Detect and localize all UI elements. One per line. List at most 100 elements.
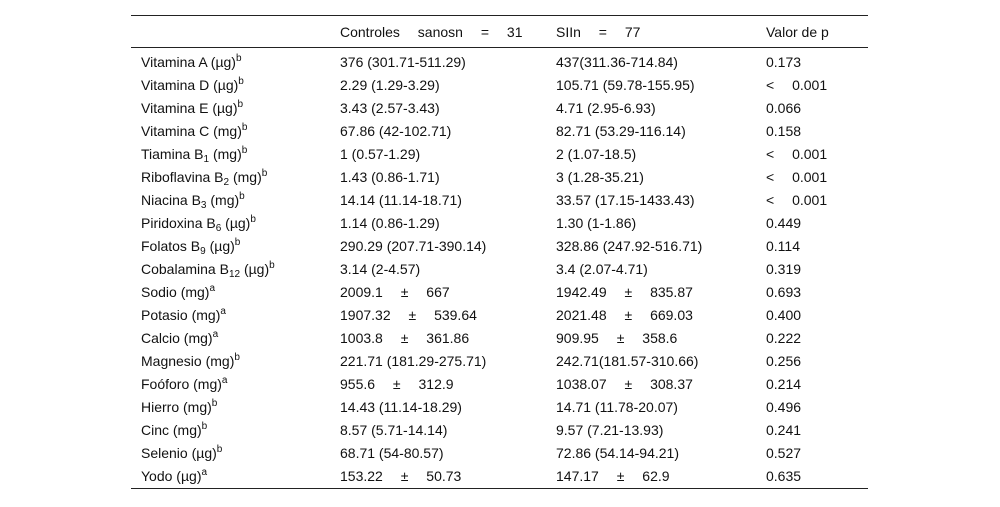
table-cell: 0.496	[766, 399, 802, 415]
table-cell: 0.241	[766, 422, 802, 438]
label-name: Niacina B	[141, 192, 201, 208]
table-row: Folatos B9 (µg)b 290.29 (207.71-390.14) 32…	[131, 235, 868, 258]
table-cell: 1 (0.57-1.29)	[340, 146, 421, 162]
label-name: Calcio (mg)	[141, 330, 213, 346]
table-cell: 2.29 (1.29-3.29)	[340, 77, 440, 93]
table-cell: 147.17 ± 62.9	[556, 468, 670, 484]
label-unit: (µg)	[221, 215, 251, 231]
row-label: Riboflavina B2 (mg)b	[131, 166, 330, 189]
label-unit: (mg)	[229, 169, 262, 185]
table-cell: 909.95 ± 358.6	[556, 330, 678, 346]
label-subscript: 1	[203, 154, 210, 165]
label-name: Vitamina C (mg)	[141, 123, 242, 139]
label-name: Cinc (mg)	[141, 422, 202, 438]
table-cell: 0.693	[766, 284, 802, 300]
table-cell: 1003.8 ± 361.86	[340, 330, 470, 346]
header-cell: Controles sanosn = 31	[340, 23, 523, 40]
table-cell: 0.449	[766, 215, 802, 231]
table-row: Hierro (mg)b 14.43 (11.14-18.29) 14.71 (11…	[131, 396, 868, 419]
table-cell: 8.57 (5.71-14.14)	[340, 422, 448, 438]
label-superscript: b	[241, 122, 248, 133]
label-subscript: 12	[228, 269, 241, 280]
label-name: Vitamina E (µg)	[141, 100, 238, 116]
table-cell: 0.256	[766, 353, 802, 369]
table-cell: 4.71 (2.95-6.93)	[556, 100, 656, 116]
row-label: Cinc (mg)b	[131, 419, 330, 442]
header-row: Controles sanosn = 31 SIIn = 77 Valor de…	[131, 15, 868, 48]
label-name: Vitamina D (µg)	[141, 77, 239, 93]
table-cell: 68.71 (54-80.57)	[340, 445, 444, 461]
label-unit: (mg)	[206, 192, 240, 208]
table-row: Niacina B3 (mg)b 14.14 (11.14-18.71) 33.57…	[131, 189, 868, 212]
label-subscript: 6	[215, 223, 222, 234]
table-cell: 14.14 (11.14-18.71)	[340, 192, 462, 208]
label-name: Hierro (mg)	[141, 399, 212, 415]
table-row: Tiamina B1 (mg)b 1 (0.57-1.29) 2 (1.07-18.…	[131, 143, 868, 166]
table-cell: 153.22 ± 50.73	[340, 468, 462, 484]
table-row: Foóforo (mg)a 955.6 ± 312.9 1038.07 ± 308.…	[131, 373, 868, 396]
table-cell: 0.158	[766, 123, 802, 139]
label-subscript: 3	[200, 200, 207, 211]
label-name: Selenio (µg)	[141, 445, 217, 461]
row-label: Vitamina D (µg)b	[131, 74, 330, 97]
label-name: Potasio (mg)	[141, 307, 221, 323]
label-superscript: b	[211, 398, 218, 409]
label-unit: (µg)	[240, 261, 270, 277]
table-cell: < 0.001	[766, 192, 828, 208]
table-row: Yodo (µg)a 153.22 ± 50.73 147.17 ± 62.9 0.6…	[131, 465, 868, 489]
row-label: Niacina B3 (mg)b	[131, 189, 330, 212]
label-superscript: a	[212, 329, 219, 340]
header-cell: Valor de p	[766, 23, 829, 40]
label-name: Foóforo (mg)	[141, 376, 222, 392]
row-label: Vitamina E (µg)b	[131, 97, 330, 120]
row-label: Foóforo (mg)a	[131, 373, 330, 396]
label-superscript: b	[238, 76, 244, 87]
table-row: Vitamina E (µg)b 3.43 (2.57-3.43) 4.71 (2.…	[131, 97, 868, 120]
label-superscript: b	[261, 168, 268, 179]
table-row: Vitamina C (mg)b 67.86 (42-102.71) 82.71 (…	[131, 120, 868, 143]
label-superscript: b	[201, 421, 208, 432]
row-label: Cobalamina B12 (µg)b	[131, 258, 330, 281]
table-cell: 290.29 (207.71-390.14)	[340, 238, 487, 254]
row-label: Calcio (mg)a	[131, 327, 330, 350]
table-cell: 2 (1.07-18.5)	[556, 146, 637, 162]
table-cell: 437(311.36-714.84)	[556, 54, 678, 70]
table-row: Riboflavina B2 (mg)b 1.43 (0.86-1.71) 3 (1…	[131, 166, 868, 189]
label-superscript: a	[220, 306, 226, 317]
label-name: Riboflavina B	[141, 169, 224, 185]
table-cell: 72.86 (54.14-94.21)	[556, 445, 679, 461]
label-name: Sodio (mg)	[141, 284, 210, 300]
header-cell	[131, 16, 330, 48]
row-label: Piridoxina B6 (µg)b	[131, 212, 330, 235]
table-cell: 0.114	[766, 238, 800, 254]
label-name: Yodo (µg)	[141, 468, 202, 484]
label-subscript: 9	[200, 246, 206, 257]
row-label: Vitamina C (mg)b	[131, 120, 330, 143]
table-cell: 3.4 (2.07-4.71)	[556, 261, 648, 277]
table-cell: 0.635	[766, 468, 802, 484]
row-label: Selenio (µg)b	[131, 442, 330, 465]
label-superscript: b	[241, 145, 248, 156]
table-cell: 3.14 (2-4.57)	[340, 261, 421, 277]
label-name: Piridoxina B	[141, 215, 216, 231]
table-cell: 242.71(181.57-310.66)	[556, 353, 699, 369]
row-label: Potasio (mg)a	[131, 304, 330, 327]
table-cell: 1942.49 ± 835.87	[556, 284, 693, 300]
table-cell: 0.214	[766, 376, 802, 392]
label-superscript: b	[237, 99, 244, 110]
label-superscript: b	[234, 237, 241, 248]
label-name: Cobalamina B	[141, 261, 229, 277]
label-superscript: b	[239, 191, 245, 202]
table-cell: 3 (1.28-35.21)	[556, 169, 644, 185]
table-cell: 221.71 (181.29-275.71)	[340, 353, 487, 369]
table-cell: 33.57 (17.15-1433.43)	[556, 192, 695, 208]
table-cell: 0.527	[766, 445, 802, 461]
label-superscript: b	[234, 352, 240, 363]
table-cell: 328.86 (247.92-516.71)	[556, 238, 703, 254]
label-subscript: 2	[223, 177, 230, 188]
table-cell: < 0.001	[766, 169, 828, 185]
table-cell: 1.43 (0.86-1.71)	[340, 169, 440, 185]
table-row: Magnesio (mg)b 221.71 (181.29-275.71) 242.…	[131, 350, 868, 373]
label-superscript: b	[250, 214, 256, 225]
